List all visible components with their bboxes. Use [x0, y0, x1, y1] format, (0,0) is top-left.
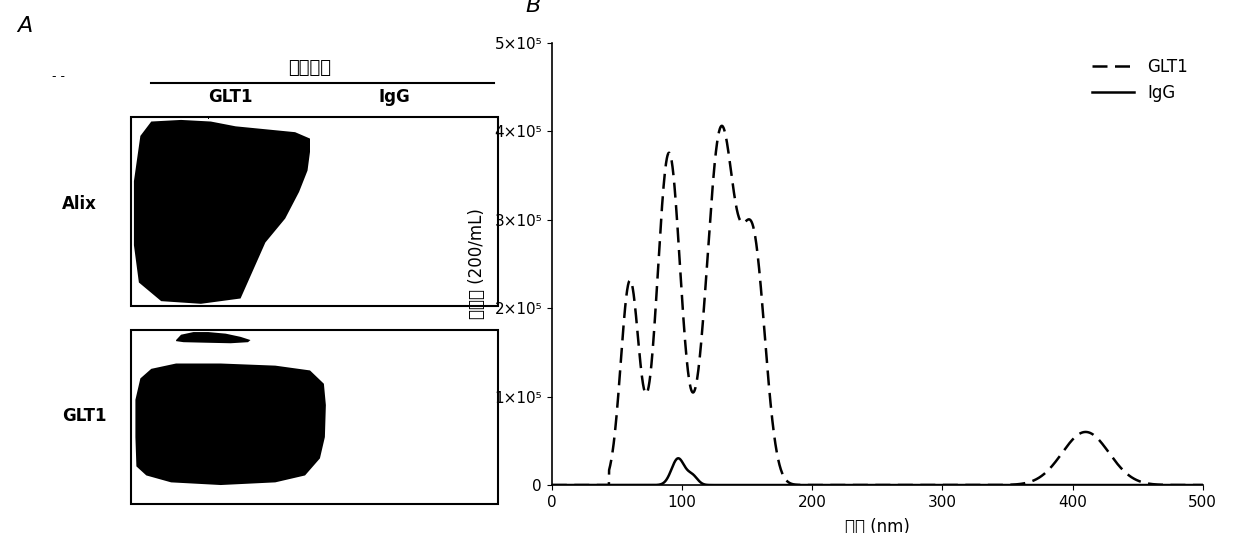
Y-axis label: 粒子数 (200/mL): 粒子数 (200/mL) [467, 208, 486, 319]
X-axis label: 粒径 (nm): 粒径 (nm) [844, 518, 910, 533]
GLT1 [619, 296, 634, 302]
GLT1 [1112, 464, 1127, 470]
Line: GLT1: GLT1 [552, 126, 1203, 485]
IgG [1112, 482, 1127, 488]
GLT1 [1183, 482, 1198, 488]
Text: Alix: Alix [62, 195, 97, 213]
Text: B: B [526, 0, 541, 16]
Text: GLT1: GLT1 [208, 88, 253, 106]
IgG [1183, 482, 1198, 488]
IgG [544, 482, 559, 488]
IgG [794, 482, 808, 488]
IgG [619, 482, 634, 488]
Polygon shape [135, 364, 326, 485]
GLT1 [714, 123, 729, 129]
Line: IgG: IgG [552, 458, 1203, 485]
Text: - -: - - [52, 70, 64, 83]
Text: A: A [17, 16, 32, 36]
IgG [1195, 482, 1210, 488]
IgG [822, 482, 837, 488]
IgG [657, 479, 672, 485]
Text: 免疫富集: 免疫富集 [289, 59, 331, 77]
Bar [131, 117, 498, 306]
Polygon shape [134, 120, 310, 304]
GLT1 [657, 172, 672, 178]
IgG [671, 455, 686, 462]
GLT1 [1195, 482, 1210, 488]
GLT1 [822, 482, 837, 488]
Text: GLT1: GLT1 [62, 407, 107, 425]
GLT1 [544, 482, 559, 488]
GLT1 [794, 482, 808, 488]
Polygon shape [176, 332, 250, 343]
Text: IgG: IgG [378, 88, 410, 106]
Bar [131, 330, 498, 504]
Legend: GLT1, IgG: GLT1, IgG [1085, 51, 1194, 109]
